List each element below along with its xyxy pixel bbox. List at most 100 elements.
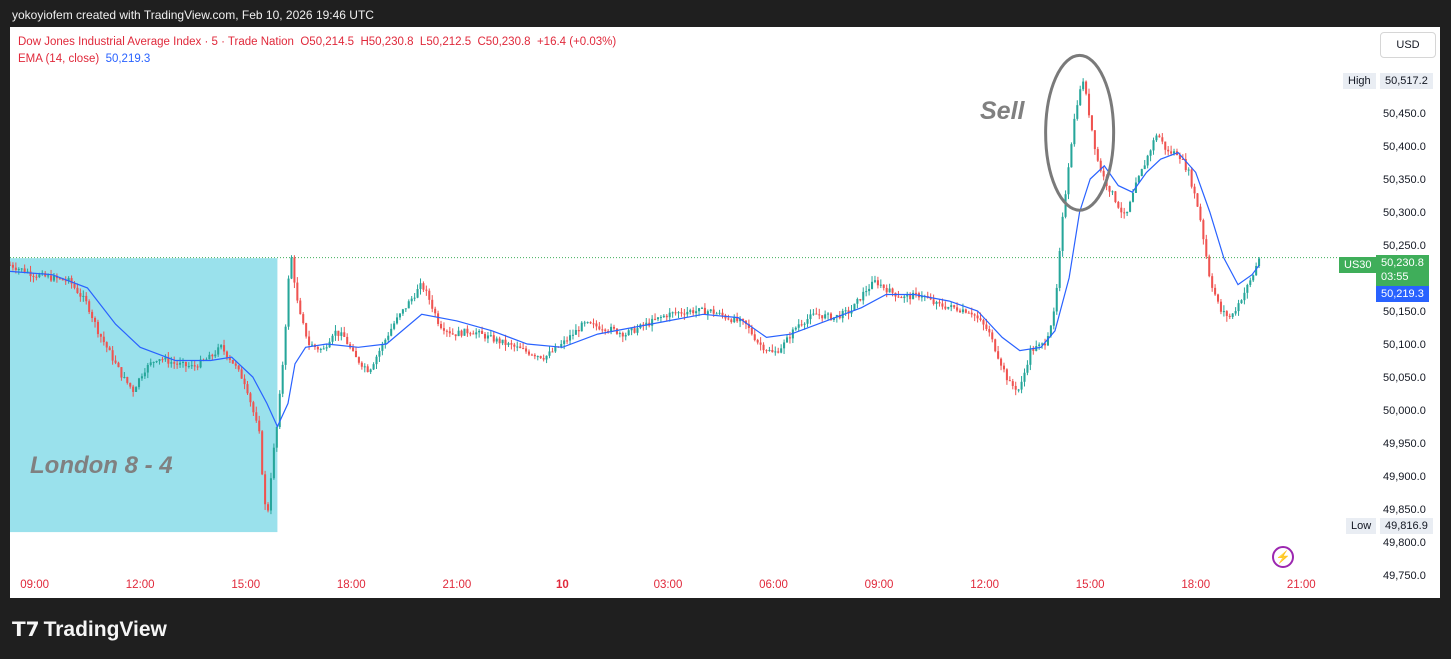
candle-body	[888, 288, 891, 293]
candle-body	[143, 372, 146, 377]
ema-line	[10, 151, 1260, 428]
candle-body	[396, 317, 399, 324]
sell-annotation[interactable]: Sell	[980, 97, 1025, 125]
candle-body	[542, 358, 545, 360]
candle-body	[859, 299, 862, 301]
candle-body	[686, 311, 689, 315]
y-tick-label: 49,850.0	[1383, 504, 1426, 516]
candle-body	[803, 323, 806, 325]
x-tick-label: 15:00	[1076, 579, 1105, 591]
candle-body	[900, 297, 903, 299]
candle-body	[176, 363, 179, 365]
candle-body	[299, 300, 302, 315]
candle-body	[369, 369, 372, 373]
candle-body	[331, 335, 334, 342]
candle-body	[618, 332, 621, 334]
candle-body	[1046, 336, 1049, 346]
candle-body	[366, 366, 369, 373]
candle-body	[439, 323, 443, 329]
candle-body	[88, 301, 91, 312]
candle-body	[67, 278, 70, 282]
candle-body	[812, 313, 815, 315]
candle-body	[501, 339, 504, 344]
candle-body	[1149, 150, 1152, 156]
candle-body	[126, 377, 129, 383]
candle-body	[1129, 201, 1132, 212]
candle-body	[387, 335, 390, 340]
candle-body	[319, 349, 322, 351]
lightning-icon[interactable]: ⚡	[1272, 546, 1294, 568]
candle-body	[973, 314, 976, 316]
candle-body	[1049, 325, 1052, 337]
candle-body	[659, 317, 662, 319]
candle-body	[835, 314, 838, 318]
candle-body	[17, 268, 20, 270]
currency-button[interactable]: USD	[1380, 32, 1436, 58]
candle-body	[1184, 159, 1187, 171]
candle-body	[827, 313, 830, 315]
symbol-title[interactable]: Dow Jones Industrial Average Index · 5 ·…	[18, 36, 294, 48]
candle-body	[706, 311, 709, 315]
candle-body	[747, 323, 750, 328]
candle-body	[343, 332, 346, 337]
y-tick-label: 50,250.0	[1383, 240, 1426, 252]
candle-body	[190, 365, 193, 367]
candle-body	[1208, 256, 1211, 277]
london-session-label[interactable]: London 8 - 4	[30, 452, 173, 479]
candle-body	[120, 367, 123, 378]
candle-body	[533, 354, 536, 357]
candle-body	[979, 318, 982, 321]
candle-body	[466, 328, 469, 334]
candle-body	[442, 328, 445, 331]
candle-body	[398, 313, 401, 318]
candle-body	[469, 333, 472, 335]
candle-body	[563, 340, 566, 344]
candle-body	[1087, 93, 1091, 116]
candle-body	[1008, 380, 1011, 382]
candle-body	[1052, 311, 1055, 326]
candle-body	[762, 344, 765, 351]
high-label: H	[360, 36, 369, 48]
candle-body	[384, 339, 387, 344]
candle-body	[181, 361, 185, 363]
candle-body	[1099, 160, 1102, 171]
chart-canvas[interactable]: 49,750.0 49,800.0 49,850.0 49,900.0 49,950.0…	[10, 27, 1440, 598]
ema-value: 50,219.3	[105, 53, 151, 65]
candle-body	[47, 275, 50, 277]
chart-panel[interactable]: 49,750.0 49,800.0 49,850.0 49,900.0 49,950.0…	[10, 27, 1440, 598]
candle-body	[85, 295, 88, 302]
candle-body	[187, 365, 190, 367]
candle-body	[211, 354, 214, 357]
candle-body	[481, 330, 484, 334]
candle-body	[800, 324, 803, 326]
candle-body	[1055, 287, 1058, 312]
candle-body	[944, 306, 947, 309]
candle-body	[445, 330, 448, 332]
candle-body	[243, 378, 246, 385]
candle-body	[876, 280, 879, 286]
candle-body	[1126, 211, 1129, 214]
candle-body	[950, 305, 953, 307]
candle-body	[1214, 287, 1217, 295]
candle-body	[525, 348, 528, 352]
candle-body	[1190, 169, 1193, 187]
candle-body	[598, 326, 601, 330]
candle-body	[838, 314, 841, 319]
candle-body	[656, 317, 660, 320]
y-tick-label: 49,950.0	[1383, 438, 1426, 450]
high-value: 50,230.8	[368, 36, 414, 48]
candle-body	[607, 330, 610, 332]
candle-body	[431, 299, 434, 309]
candle-body	[569, 335, 572, 341]
y-tick-label: 50,100.0	[1383, 339, 1426, 351]
candle-body	[571, 334, 574, 336]
candle-body	[882, 284, 885, 288]
candle-body	[1158, 135, 1161, 138]
candle-body	[601, 329, 604, 331]
candle-body	[264, 474, 267, 505]
x-tick-label: 18:00	[1181, 579, 1210, 591]
candle-body	[856, 299, 859, 304]
candle-body	[161, 359, 164, 361]
candle-body	[1044, 343, 1047, 346]
ema-legend[interactable]: EMA (14, close) 50,219.3	[18, 53, 150, 65]
